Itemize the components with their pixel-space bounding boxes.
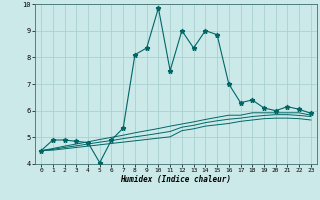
X-axis label: Humidex (Indice chaleur): Humidex (Indice chaleur): [121, 175, 231, 184]
